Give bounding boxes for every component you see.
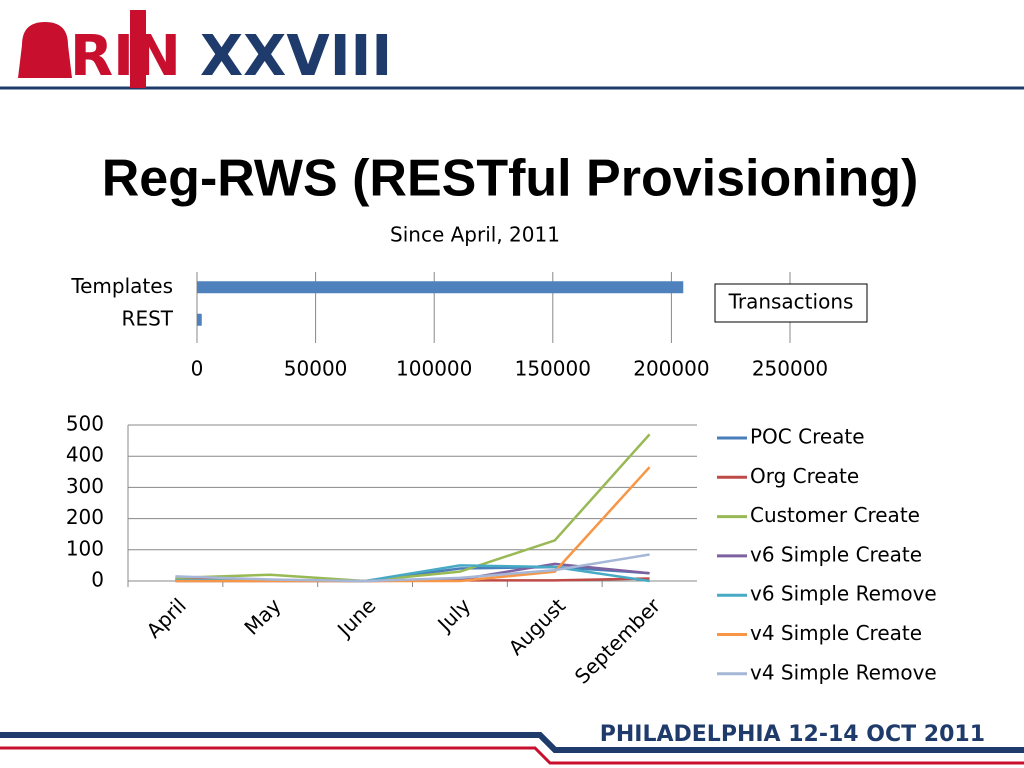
legend-label: v6 Simple Create [750, 542, 922, 566]
y-tick-label: 400 [66, 443, 104, 467]
x-tick-label: June [331, 593, 380, 642]
legend-label: v4 Simple Remove [750, 660, 937, 684]
footer-rule [0, 732, 1024, 753]
slide-title: Reg-RWS (RESTful Provisioning) [102, 150, 919, 208]
x-tick-label: 150000 [515, 357, 591, 381]
y-tick-label: Templates [70, 274, 173, 298]
logo-bell [18, 22, 72, 78]
logo-left: RIN [70, 24, 181, 89]
legend-label: v6 Simple Remove [750, 582, 937, 606]
x-tick-label: 250000 [752, 357, 828, 381]
x-tick-label: September [570, 593, 666, 689]
series-line [175, 553, 650, 583]
footer-text: PHILADELPHIA 12-14 OCT 2011 [600, 722, 985, 747]
bar [197, 313, 202, 326]
logo-right: XXVIII [200, 24, 392, 89]
legend-label: Org Create [750, 464, 859, 488]
x-tick-label: August [504, 593, 571, 660]
legend-label: Transactions [728, 290, 854, 314]
legend-label: v4 Simple Create [750, 621, 922, 645]
x-tick-label: 200000 [633, 357, 709, 381]
y-tick-label: 300 [66, 474, 104, 498]
bar [197, 281, 684, 294]
y-tick-label: REST [122, 306, 174, 330]
x-tick-label: 0 [191, 357, 204, 381]
footer-rule-red [0, 746, 1024, 765]
y-tick-label: 100 [66, 536, 104, 560]
chart-title: Since April, 2011 [390, 223, 560, 247]
legend-box [714, 283, 868, 323]
logo-tower [130, 10, 146, 88]
legend-label: Customer Create [750, 503, 920, 527]
series-line [175, 433, 651, 583]
y-tick-label: 200 [66, 505, 104, 529]
series-line [175, 466, 651, 583]
y-tick-label: 0 [91, 568, 104, 592]
x-tick-label: 100000 [396, 357, 472, 381]
legend-label: POC Create [750, 425, 865, 449]
x-tick-label: July [432, 593, 476, 637]
x-tick-label: April [142, 593, 191, 642]
x-tick-label: 50000 [284, 357, 348, 381]
x-tick-label: May [239, 593, 285, 639]
y-tick-label: 500 [66, 412, 104, 436]
